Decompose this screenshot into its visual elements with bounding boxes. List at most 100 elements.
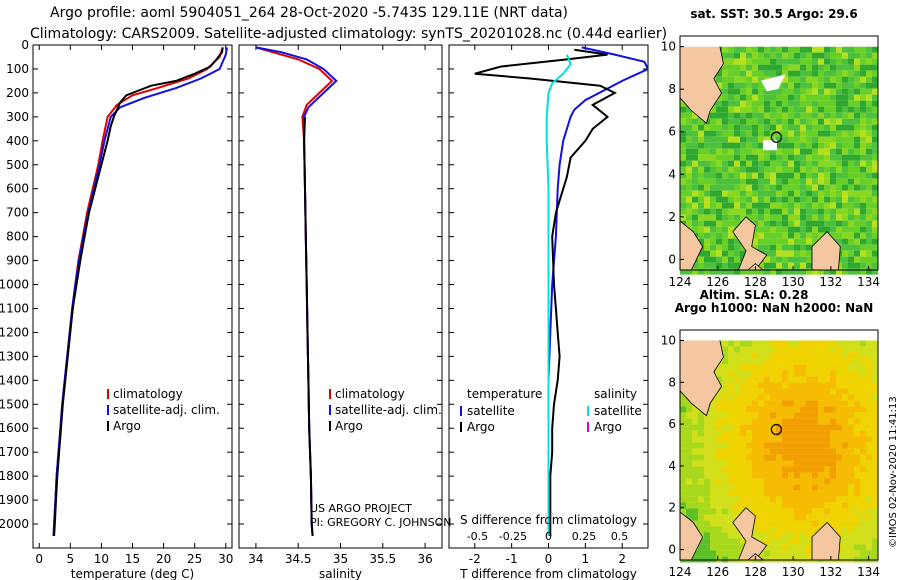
sla-map-cell: [722, 364, 728, 371]
sla-map-cell: [872, 382, 878, 389]
sst-map-cell: [788, 142, 794, 149]
sla-map-cell: [818, 388, 824, 395]
sla-map-cell: [746, 376, 752, 383]
sst-map-cell: [734, 160, 740, 167]
sla-map-cell: [842, 466, 848, 473]
sst-map-cell: [854, 232, 860, 239]
sst-map-cell: [734, 58, 740, 65]
sst-map-cell: [764, 208, 770, 215]
sla-map-cell: [800, 430, 806, 437]
sla-map-cell: [752, 484, 758, 491]
sst-map-cell: [722, 70, 728, 77]
sst-map-cell: [734, 82, 740, 89]
sla-map-cell: [764, 358, 770, 365]
sst-map-cell: [794, 100, 800, 107]
sst-map-land: [811, 231, 841, 271]
sst-map-cell: [794, 142, 800, 149]
sst-map-cell: [776, 172, 782, 179]
sla-map-cell: [746, 412, 752, 419]
sla-map-cell: [734, 538, 740, 545]
sla-map-cell: [848, 364, 854, 371]
sla-map-cell: [854, 556, 860, 563]
sla-map-cell: [812, 424, 818, 431]
sla-map-cell: [860, 382, 866, 389]
sla-map-cell: [860, 364, 866, 371]
sst-map-cell: [830, 202, 836, 209]
sst-map-cell: [836, 136, 842, 143]
sla-map-cell: [866, 358, 872, 365]
sst-map-cell: [788, 64, 794, 71]
sst-map-cell: [782, 250, 788, 257]
sst-map-cell: [824, 52, 830, 59]
sst-map-cell: [764, 58, 770, 65]
depth-tick-label: 1400: [0, 373, 29, 387]
sla-map-cell: [806, 394, 812, 401]
sla-map-cell: [722, 424, 728, 431]
sla-map-cell: [866, 484, 872, 491]
sst-map-cell: [866, 136, 872, 143]
sla-map-cell: [776, 460, 782, 467]
sst-map-cell: [698, 166, 704, 173]
sla-map-cell: [794, 400, 800, 407]
depth-tick-label: 1500: [0, 397, 29, 411]
sst-map-cell: [800, 184, 806, 191]
sst-map-cell: [752, 124, 758, 131]
sst-map-cell: [812, 112, 818, 119]
sla-map-cell: [740, 436, 746, 443]
sla-map-cell: [854, 388, 860, 395]
sla-map-cell: [866, 424, 872, 431]
sst-map-cell: [752, 232, 758, 239]
timestamp-stamp: ©IMOS 02-Nov-2020 11:41:13: [888, 396, 899, 548]
sla-map-cell: [764, 466, 770, 473]
sst-map-cell: [692, 178, 698, 185]
sst-map-cell: [818, 142, 824, 149]
sst-map-ytick-label: 10: [661, 40, 676, 54]
sst-map-cell: [758, 130, 764, 137]
sla-map-cell: [776, 340, 782, 347]
sla-map-cell: [872, 532, 878, 539]
salinity-frame: [238, 44, 443, 549]
sst-map-cell: [746, 202, 752, 209]
sla-map-cell: [788, 442, 794, 449]
sla-map-cell: [770, 502, 776, 509]
sst-map-cell: [800, 226, 806, 233]
sst-map-cell: [860, 256, 866, 263]
sla-map-cell: [770, 526, 776, 533]
sla-map-cell: [854, 418, 860, 425]
sst-map-cell: [854, 166, 860, 173]
sst-map-cell: [716, 238, 722, 245]
sst-map-cell: [818, 226, 824, 233]
sla-map-cell: [872, 340, 878, 347]
sst-map-cell: [788, 52, 794, 59]
sla-map-cell: [752, 520, 758, 527]
sla-map-cell: [806, 526, 812, 533]
sst-map-cell: [746, 184, 752, 191]
sst-map-cell: [866, 250, 872, 257]
sla-map-cell: [854, 466, 860, 473]
sst-map-cell: [710, 256, 716, 263]
sla-map-cell: [710, 532, 716, 539]
sst-map-cell: [692, 202, 698, 209]
sst-map-cell: [836, 166, 842, 173]
sla-map-cell: [782, 436, 788, 443]
sla-map-xtick-label: 126: [706, 565, 729, 579]
sla-map-cell: [842, 370, 848, 377]
sst-map-cell: [800, 238, 806, 245]
sst-map-cell: [872, 76, 878, 83]
sla-map-cell: [740, 364, 746, 371]
sla-map-xtick-label: 124: [669, 565, 692, 579]
sst-map-cell: [836, 196, 842, 203]
sst-map-cell: [782, 124, 788, 131]
sst-map-cell: [770, 256, 776, 263]
sla-map-cell: [710, 436, 716, 443]
sst-map-cell: [782, 154, 788, 161]
sla-map-cell: [782, 376, 788, 383]
sla-map-cell: [824, 454, 830, 461]
sst-map-cell: [764, 220, 770, 227]
sla-map-cell: [794, 526, 800, 533]
sst-map-cell: [812, 88, 818, 95]
sst-map-cell: [812, 130, 818, 137]
sst-map-cell: [686, 124, 692, 131]
sla-map-cell: [680, 418, 686, 425]
sla-map-cell: [824, 514, 830, 521]
